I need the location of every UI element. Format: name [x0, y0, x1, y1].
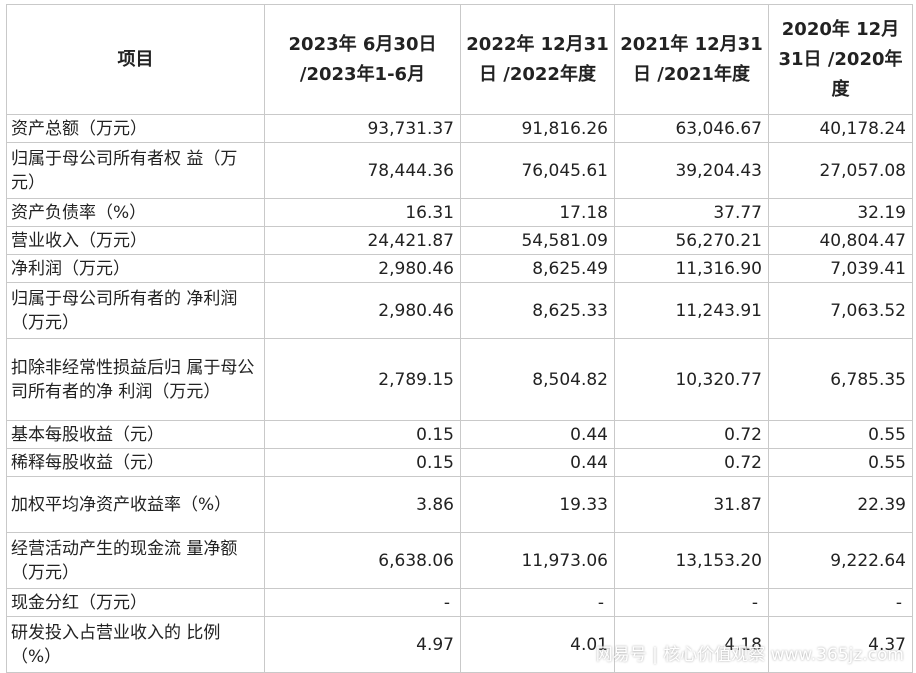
header-row: 项目 2023年 6月30日 /2023年1-6月 2022年 12月31日 /…: [6, 4, 913, 115]
row-label: 基本每股收益（元）: [6, 420, 265, 449]
row-label: 净利润（万元）: [6, 254, 265, 283]
table-row: 净利润（万元） 2,980.46 8,625.49 11,316.90 7,039.41: [6, 254, 913, 283]
cell-value: 0.15: [264, 448, 461, 477]
header-item: 项目: [6, 4, 265, 115]
table-row: 资产负债率（%） 16.31 17.18 37.77 32.19: [6, 198, 913, 227]
row-label: 稀释每股收益（元）: [6, 448, 265, 477]
cell-value: 24,421.87: [264, 226, 461, 255]
row-label: 扣除非经常性损益后归 属于母公司所有者的净 利润（万元）: [6, 338, 265, 421]
row-label: 资产负债率（%）: [6, 198, 265, 227]
table-row: 归属于母公司所有者的 净利润（万元） 2,980.46 8,625.33 11,243…: [6, 282, 913, 339]
cell-value: 19.33: [460, 476, 615, 533]
cell-value: 91,816.26: [460, 114, 615, 143]
cell-value: 22.39: [768, 476, 913, 533]
header-2023h1: 2023年 6月30日 /2023年1-6月: [264, 4, 461, 115]
header-2022: 2022年 12月31日 /2022年度: [460, 4, 615, 115]
cell-value: 37.77: [614, 198, 769, 227]
cell-value: 78,444.36: [264, 142, 461, 199]
header-2021: 2021年 12月31日 /2021年度: [614, 4, 769, 115]
cell-value: 6,785.35: [768, 338, 913, 421]
cell-value: 0.44: [460, 420, 615, 449]
cell-value: 13,153.20: [614, 532, 769, 589]
cell-value: 11,973.06: [460, 532, 615, 589]
cell-value: 11,316.90: [614, 254, 769, 283]
cell-value: 0.55: [768, 420, 913, 449]
cell-value: 93,731.37: [264, 114, 461, 143]
cell-value: 11,243.91: [614, 282, 769, 339]
cell-value: 8,625.49: [460, 254, 615, 283]
cell-value: 76,045.61: [460, 142, 615, 199]
cell-value: -: [264, 588, 461, 617]
cell-value: 2,789.15: [264, 338, 461, 421]
cell-value: 7,039.41: [768, 254, 913, 283]
row-label: 现金分红（万元）: [6, 588, 265, 617]
cell-value: -: [614, 588, 769, 617]
cell-value: 54,581.09: [460, 226, 615, 255]
cell-value: 8,504.82: [460, 338, 615, 421]
cell-value: 0.44: [460, 448, 615, 477]
row-label: 营业收入（万元）: [6, 226, 265, 255]
cell-value: 9,222.64: [768, 532, 913, 589]
cell-value: 2,980.46: [264, 282, 461, 339]
cell-value: 7,063.52: [768, 282, 913, 339]
cell-value: -: [768, 588, 913, 617]
cell-value: 56,270.21: [614, 226, 769, 255]
cell-value: 40,178.24: [768, 114, 913, 143]
cell-value: 63,046.67: [614, 114, 769, 143]
cell-value: 16.31: [264, 198, 461, 227]
row-label: 经营活动产生的现金流 量净额（万元）: [6, 532, 265, 589]
cell-value: 32.19: [768, 198, 913, 227]
cell-value: 2,980.46: [264, 254, 461, 283]
cell-value: 0.72: [614, 420, 769, 449]
table-row: 稀释每股收益（元） 0.15 0.44 0.72 0.55: [6, 448, 913, 477]
cell-value: 27,057.08: [768, 142, 913, 199]
financial-summary-table: 项目 2023年 6月30日 /2023年1-6月 2022年 12月31日 /…: [6, 4, 913, 673]
cell-value: 4.97: [264, 616, 461, 673]
cell-value: -: [460, 588, 615, 617]
cell-value: 0.15: [264, 420, 461, 449]
watermark-text: 网易号 | 核心价值观察 www.365jz.com: [595, 645, 904, 665]
table-row: 基本每股收益（元） 0.15 0.44 0.72 0.55: [6, 420, 913, 449]
row-label: 归属于母公司所有者权 益（万元）: [6, 142, 265, 199]
table-row: 归属于母公司所有者权 益（万元） 78,444.36 76,045.61 39,204…: [6, 142, 913, 199]
table-row: 研发投入占营业收入的 比例（%） 4.97 4.01 4.18 4.37: [6, 616, 913, 673]
cell-value: 17.18: [460, 198, 615, 227]
table-row: 营业收入（万元） 24,421.87 54,581.09 56,270.21 40,80…: [6, 226, 913, 255]
cell-value: 4.37: [768, 616, 913, 673]
table-row: 经营活动产生的现金流 量净额（万元） 6,638.06 11,973.06 13,15…: [6, 532, 913, 589]
cell-value: 4.01: [460, 616, 615, 673]
table-body: 资产总额（万元） 93,731.37 91,816.26 63,046.67 40,17…: [6, 114, 913, 673]
cell-value: 39,204.43: [614, 142, 769, 199]
cell-value: 10,320.77: [614, 338, 769, 421]
table-row: 扣除非经常性损益后归 属于母公司所有者的净 利润（万元） 2,789.15 8,50…: [6, 338, 913, 421]
table-row: 资产总额（万元） 93,731.37 91,816.26 63,046.67 40,17…: [6, 114, 913, 143]
header-2020: 2020年 12月31日 /2020年度: [768, 4, 913, 115]
row-label: 归属于母公司所有者的 净利润（万元）: [6, 282, 265, 339]
cell-value: 6,638.06: [264, 532, 461, 589]
cell-value: 40,804.47: [768, 226, 913, 255]
row-label: 加权平均净资产收益率（%）: [6, 476, 265, 533]
cell-value: 0.72: [614, 448, 769, 477]
cell-value: 4.18: [614, 616, 769, 673]
cell-value: 8,625.33: [460, 282, 615, 339]
cell-value: 0.55: [768, 448, 913, 477]
table-row: 现金分红（万元） - - - -: [6, 588, 913, 617]
row-label: 资产总额（万元）: [6, 114, 265, 143]
row-label: 研发投入占营业收入的 比例（%）: [6, 616, 265, 673]
cell-value: 31.87: [614, 476, 769, 533]
table-row: 加权平均净资产收益率（%） 3.86 19.33 31.87 22.39: [6, 476, 913, 533]
cell-value: 3.86: [264, 476, 461, 533]
